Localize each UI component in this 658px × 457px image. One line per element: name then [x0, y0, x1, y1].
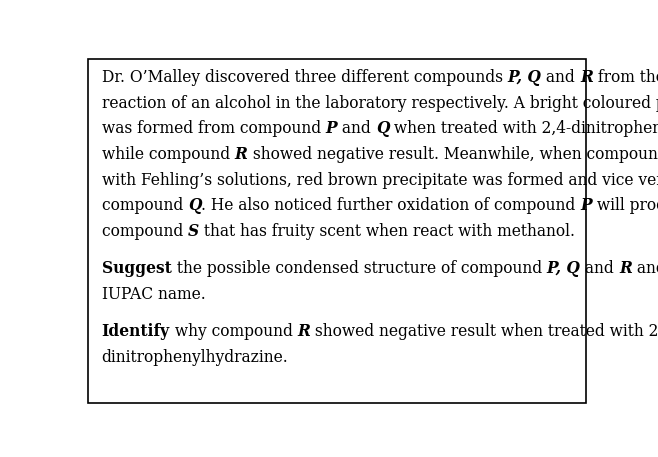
Text: S: S: [188, 223, 199, 240]
Text: compound: compound: [101, 197, 188, 214]
Text: Q: Q: [376, 120, 390, 137]
Text: P, Q: P, Q: [507, 69, 542, 86]
Text: Dr. O’Malley discovered three different compounds: Dr. O’Malley discovered three different …: [101, 69, 507, 86]
Text: with Fehling’s solutions, red brown precipitate was formed and vice versa for: with Fehling’s solutions, red brown prec…: [101, 172, 658, 189]
Text: from the oxidation: from the oxidation: [593, 69, 658, 86]
Text: reaction of an alcohol in the laboratory respectively. A bright coloured precipi: reaction of an alcohol in the laboratory…: [101, 95, 658, 112]
Text: and: and: [338, 120, 376, 137]
Text: showed negative result when treated with 2,4-: showed negative result when treated with…: [311, 323, 658, 340]
Text: and: and: [632, 260, 658, 277]
Text: while compound: while compound: [101, 146, 235, 163]
Text: IUPAC name.: IUPAC name.: [101, 286, 205, 303]
Text: was formed from compound: was formed from compound: [101, 120, 326, 137]
Text: Suggest: Suggest: [101, 260, 172, 277]
Text: R: R: [580, 69, 593, 86]
Text: R: R: [619, 260, 632, 277]
Text: . He also noticed further oxidation of compound: . He also noticed further oxidation of c…: [201, 197, 580, 214]
Text: R: R: [297, 323, 311, 340]
Text: will produce: will produce: [592, 197, 658, 214]
Text: P: P: [580, 197, 592, 214]
Text: compound: compound: [101, 223, 188, 240]
Text: why compound: why compound: [170, 323, 297, 340]
Text: P: P: [326, 120, 338, 137]
Text: R: R: [235, 146, 247, 163]
Text: showed negative result. Meanwhile, when compound: showed negative result. Meanwhile, when …: [247, 146, 658, 163]
Text: and: and: [580, 260, 619, 277]
Text: and: and: [542, 69, 580, 86]
Text: P, Q: P, Q: [547, 260, 580, 277]
Text: the possible condensed structure of compound: the possible condensed structure of comp…: [172, 260, 547, 277]
Text: dinitrophenylhydrazine.: dinitrophenylhydrazine.: [101, 349, 288, 366]
Text: Identify: Identify: [101, 323, 170, 340]
Text: Q: Q: [188, 197, 201, 214]
Text: when treated with 2,4-dinitrophenylhydrazine: when treated with 2,4-dinitrophenylhydra…: [390, 120, 658, 137]
Text: that has fruity scent when react with methanol.: that has fruity scent when react with me…: [199, 223, 575, 240]
